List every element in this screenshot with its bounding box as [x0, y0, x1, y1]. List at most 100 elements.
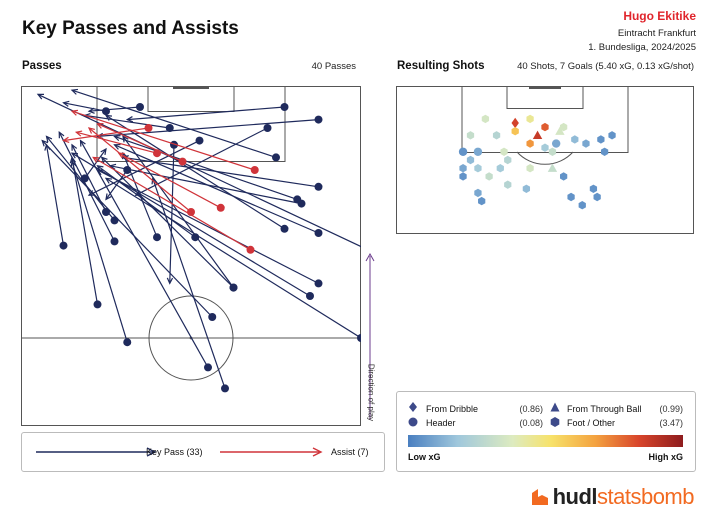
hexagon-icon	[550, 417, 560, 427]
key-pass-10	[87, 103, 144, 114]
shot-marker-8	[466, 131, 475, 140]
shot-marker-37	[608, 131, 616, 140]
shot-layer	[458, 114, 616, 210]
six-yard-box	[147, 86, 235, 112]
shot-marker-38	[496, 164, 504, 173]
shot-marker-15	[458, 147, 468, 156]
assist-pass-33	[70, 109, 259, 174]
circle-icon	[408, 417, 418, 427]
key-pass-15	[87, 136, 204, 196]
goal	[173, 86, 209, 89]
shot-marker-27	[500, 147, 508, 156]
shot-marker-20	[485, 172, 493, 181]
shot-marker-13	[582, 139, 590, 148]
key-pass-0	[70, 88, 280, 162]
passes-panel-title: Passes	[22, 60, 62, 72]
low-xg-label: Low xG	[408, 452, 441, 462]
brand-mark-icon	[530, 487, 550, 507]
pass-legend: Key Pass (33) Assist (7)	[21, 432, 385, 472]
key-pass-25	[125, 103, 289, 123]
legend-header-label: Header	[426, 418, 456, 428]
assist-pass-35	[87, 127, 195, 216]
player-name: Hugo Ekitike	[623, 9, 696, 23]
shot-marker-10	[559, 122, 568, 132]
shot-marker-28	[522, 184, 531, 193]
triangle-icon	[550, 402, 560, 412]
key-pass-17	[96, 115, 323, 140]
shots-panel-title: Resulting Shots	[397, 60, 485, 72]
shots-pitch	[396, 86, 694, 234]
assist-pass-34	[92, 156, 255, 254]
shot-marker-3	[532, 130, 543, 140]
shot-marker-23	[526, 164, 534, 173]
shots-goal	[529, 86, 561, 89]
shot-legend: From Dribble (0.86) From Through Ball (0…	[396, 391, 696, 472]
shot-marker-7	[492, 131, 501, 140]
centre-circle	[148, 295, 234, 381]
shot-marker-16	[473, 147, 483, 156]
shot-marker-22	[504, 155, 512, 165]
shot-marker-33	[578, 201, 586, 210]
penalty-arc	[516, 151, 574, 165]
shots-pitch-lines	[396, 86, 694, 234]
shot-marker-1	[511, 127, 519, 136]
legend-dribble-label: From Dribble	[426, 404, 479, 414]
shot-marker-5	[526, 139, 534, 148]
key-pass-4	[83, 113, 174, 132]
legend-dribble-value: (0.86)	[519, 404, 543, 414]
legend-through-ball-label: From Through Ball	[567, 404, 642, 414]
brand-logo: hudlstatsbomb	[530, 484, 695, 510]
legend-foot-label: Foot / Other	[567, 418, 616, 428]
shot-marker-19	[474, 164, 482, 173]
key-pass-5	[62, 100, 110, 116]
shot-marker-17	[466, 155, 475, 165]
diamond-icon	[409, 402, 417, 412]
key-pass-3	[151, 177, 229, 393]
shot-marker-21	[459, 172, 467, 181]
chart-title: Key Passes and Assists	[22, 18, 239, 39]
shot-marker-31	[567, 192, 575, 202]
assist-legend-arrow	[220, 447, 323, 457]
assist-pass-37	[117, 152, 225, 212]
xg-colorbar	[408, 435, 683, 447]
pitch-outline	[21, 86, 361, 426]
shot-marker-36	[551, 139, 561, 148]
direction-of-play	[365, 252, 375, 420]
shot-marker-14	[597, 135, 605, 144]
passes-pitch	[21, 86, 361, 426]
high-xg-label: High xG	[648, 452, 683, 462]
key-pass-32	[41, 139, 217, 321]
assist-pass-39	[62, 124, 153, 143]
shot-marker-24	[547, 163, 558, 172]
shot-marker-0	[511, 117, 519, 129]
legend-through-ball-value: (0.99)	[659, 404, 683, 414]
shot-marker-2	[526, 114, 534, 124]
key-pass-legend-label: Key Pass (33)	[146, 447, 203, 457]
direction-label: Direction of play	[366, 363, 376, 422]
shot-marker-25	[559, 172, 568, 181]
shot-marker-12	[571, 135, 579, 144]
passes-count: 40 Passes	[311, 61, 356, 72]
shot-marker-30	[478, 196, 486, 206]
key-pass-1	[36, 93, 361, 248]
shot-marker-18	[459, 164, 467, 173]
shot-marker-11	[541, 143, 549, 152]
assist-legend-label: Assist (7)	[331, 447, 369, 457]
key-pass-24	[104, 177, 361, 342]
shot-marker-26	[548, 147, 557, 156]
shot-marker-29	[474, 188, 482, 198]
competition-label: 1. Bundesliga, 2024/2025	[588, 42, 696, 53]
key-pass-9	[79, 139, 212, 372]
brand-text-hudl: hudl	[552, 484, 598, 509]
shot-marker-9	[481, 114, 490, 124]
key-pass-27	[70, 152, 314, 300]
key-pass-12	[113, 143, 323, 237]
legend-header-value: (0.08)	[519, 418, 543, 428]
assist-pass-38	[74, 130, 161, 158]
legend-foot-value: (3.47)	[659, 418, 683, 428]
key-pass-14	[166, 140, 178, 285]
team-name: Eintracht Frankfurt	[617, 28, 696, 39]
pitch-lines	[21, 86, 361, 426]
shot-marker-39	[504, 180, 512, 189]
shot-marker-32	[589, 184, 598, 193]
